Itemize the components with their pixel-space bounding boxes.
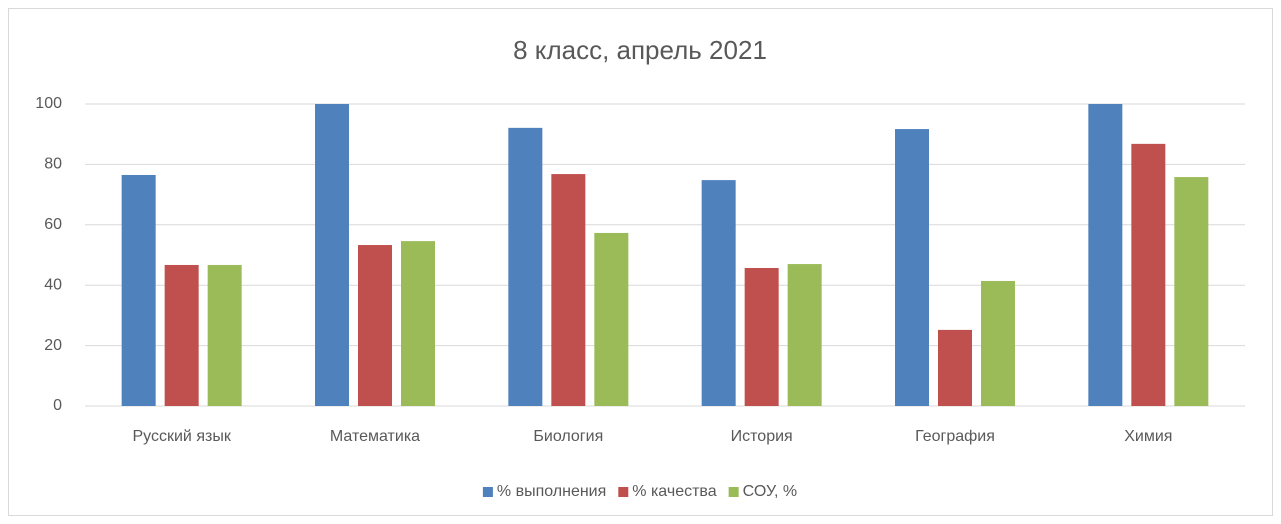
bar (1088, 104, 1123, 406)
bar (594, 232, 629, 406)
bar (787, 264, 822, 406)
chart-title: 8 класс, апрель 2021 (513, 35, 767, 65)
legend-label: % выполнения (497, 483, 606, 500)
bar (981, 280, 1015, 406)
x-tick-label: Математика (330, 428, 420, 445)
bar (938, 329, 972, 406)
y-tick-label: 80 (44, 156, 62, 173)
legend-swatch (618, 487, 629, 497)
y-tick-label: 60 (44, 216, 62, 233)
bar (744, 267, 779, 406)
legend-label: % качества (632, 483, 716, 500)
chart-border (8, 8, 1273, 516)
x-tick-label: История (731, 428, 793, 445)
bar (1174, 177, 1209, 406)
bar (508, 127, 543, 406)
y-tick-label: 40 (44, 276, 62, 293)
x-tick-label: Русский язык (133, 428, 232, 445)
legend-swatch (482, 487, 493, 497)
legend-label: СОУ, % (743, 483, 797, 500)
x-tick-label: Биология (533, 428, 603, 445)
bar (1131, 143, 1166, 406)
legend-swatch (728, 487, 739, 497)
bar (315, 104, 349, 406)
bar (121, 174, 156, 406)
bar (701, 180, 736, 406)
bar (164, 264, 199, 406)
bar (358, 245, 392, 406)
y-tick-label: 20 (44, 337, 62, 354)
y-tick-label: 100 (35, 95, 62, 112)
bar (401, 241, 435, 406)
x-tick-label: Химия (1124, 428, 1172, 445)
bar (895, 129, 929, 407)
bar (551, 174, 586, 406)
y-tick-label: 0 (53, 397, 62, 414)
bar (207, 264, 242, 406)
x-tick-label: География (915, 428, 995, 445)
